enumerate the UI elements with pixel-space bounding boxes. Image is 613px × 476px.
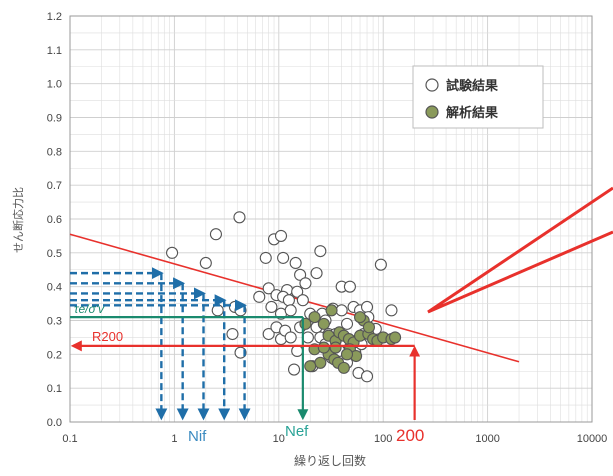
analysis-result-point bbox=[353, 311, 367, 324]
callout-pointer bbox=[427, 186, 613, 314]
analysis-result-point bbox=[325, 304, 338, 317]
legend-test-marker bbox=[425, 78, 439, 92]
test-result-point bbox=[360, 300, 374, 314]
analysis-result-point bbox=[317, 317, 330, 330]
analysis-result-point bbox=[340, 348, 354, 361]
test-result-point bbox=[262, 282, 275, 295]
test-result-point bbox=[294, 268, 307, 281]
test-result-point bbox=[374, 258, 387, 271]
x-tick-label: 10 bbox=[273, 433, 285, 445]
y-tick-label: 0.3 bbox=[47, 316, 62, 328]
test-result-point bbox=[282, 294, 295, 307]
y-tick-label: 0.1 bbox=[47, 383, 62, 395]
test-result-point bbox=[360, 370, 374, 383]
test-result-point bbox=[284, 331, 297, 344]
data-points bbox=[166, 211, 402, 383]
y-tick-label: 0.7 bbox=[47, 180, 62, 192]
axes bbox=[69, 15, 593, 423]
test-result-point bbox=[253, 290, 266, 303]
test-result-point bbox=[291, 285, 304, 298]
y-tick-label: 0.0 bbox=[47, 417, 62, 429]
test-result-point bbox=[259, 251, 272, 264]
y-tick-label: 0.2 bbox=[47, 349, 62, 361]
y-tick-label: 0.4 bbox=[47, 282, 62, 294]
test-result-point bbox=[262, 327, 275, 341]
y-tick-label: 1.0 bbox=[47, 79, 62, 91]
plot-frame bbox=[69, 15, 593, 423]
analysis-result-point bbox=[337, 361, 350, 374]
x-axis-label: 繰り返し回数 bbox=[294, 453, 366, 468]
nef-label: Nef bbox=[285, 423, 309, 440]
n200-label: 200 bbox=[396, 426, 424, 445]
test-result-point bbox=[335, 304, 348, 317]
x-tick-label: 10000 bbox=[577, 433, 608, 445]
test-result-point bbox=[291, 344, 304, 358]
y-tick-label: 0.6 bbox=[47, 214, 62, 226]
analysis-result-point bbox=[389, 331, 402, 344]
test-result-point bbox=[166, 246, 179, 259]
x-tick-label: 0.1 bbox=[62, 433, 77, 445]
analysis-result-point bbox=[329, 341, 342, 354]
analysis-result-point bbox=[308, 311, 321, 324]
test-result-point bbox=[277, 251, 290, 264]
r200-label: R200 bbox=[92, 329, 123, 344]
test-result-point bbox=[199, 256, 212, 270]
test-result-point bbox=[265, 300, 278, 314]
x-tick-label: 1 bbox=[171, 433, 177, 445]
annotations: τe/σ'v R200 Nif Nef 200 bbox=[70, 267, 424, 445]
analysis-result-point bbox=[314, 356, 327, 369]
y-axis-label: せん断応力比 bbox=[11, 187, 25, 253]
test-result-point bbox=[226, 327, 239, 341]
x-tick-label: 1000 bbox=[475, 433, 499, 445]
test-result-point bbox=[340, 317, 354, 330]
test-result-point bbox=[296, 294, 309, 307]
test-result-point bbox=[284, 304, 297, 317]
test-result-point bbox=[288, 363, 301, 376]
analysis-result-point bbox=[362, 321, 375, 334]
y-tick-label: 1.2 bbox=[47, 11, 62, 23]
legend-analysis-label: 解析結果 bbox=[445, 105, 498, 120]
test-result-point bbox=[211, 304, 224, 317]
y-tick-label: 0.5 bbox=[47, 248, 62, 260]
test-result-point bbox=[209, 228, 222, 241]
test-result-point bbox=[289, 256, 302, 270]
tick-labels: 0.00.10.20.30.40.50.60.70.80.91.01.11.20… bbox=[47, 11, 608, 445]
test-result-point bbox=[385, 304, 398, 317]
test-result-point bbox=[314, 245, 327, 258]
test-result-point bbox=[301, 331, 314, 344]
test-result-point bbox=[299, 277, 312, 290]
y-tick-label: 0.8 bbox=[47, 146, 62, 158]
x-tick-label: 100 bbox=[374, 433, 392, 445]
test-result-point bbox=[343, 280, 356, 293]
test-result-point bbox=[234, 346, 247, 359]
nif-label: Nif bbox=[188, 428, 207, 445]
tau-ratio-label: τe/σ'v bbox=[74, 302, 105, 316]
test-result-point bbox=[274, 229, 288, 242]
y-tick-label: 0.9 bbox=[47, 113, 62, 125]
analysis-result-point bbox=[304, 360, 317, 373]
test-result-point bbox=[233, 211, 246, 224]
legend: 試験結果 解析結果 bbox=[412, 65, 544, 129]
legend-test-label: 試験結果 bbox=[446, 78, 498, 93]
legend-analysis-marker bbox=[425, 105, 439, 119]
y-tick-label: 1.1 bbox=[47, 45, 62, 57]
analysis-result-point bbox=[317, 341, 330, 354]
test-result-point bbox=[310, 267, 323, 280]
